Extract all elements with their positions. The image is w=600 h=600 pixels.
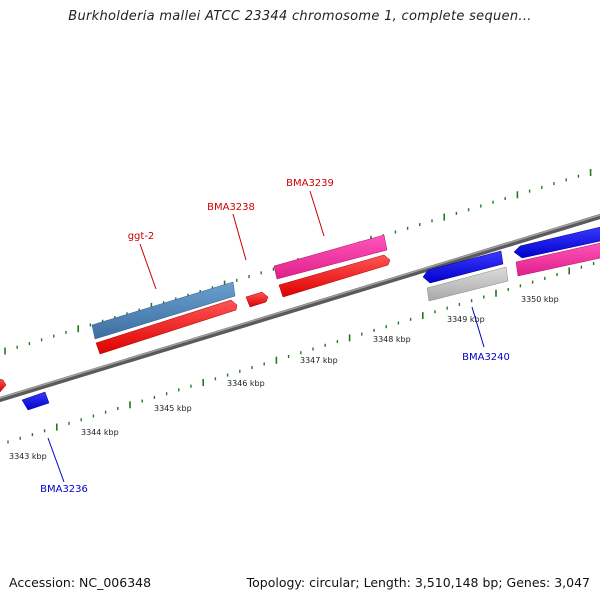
tick-track-lower [7,262,595,444]
tick-label: 3350 kbp [521,295,559,304]
tick-label: 3349 kbp [447,315,485,324]
gene-feature-ggt2-steel[interactable] [91,281,236,340]
gene-label-bma3236: BMA3236 [40,484,88,495]
gene-feature-bma3239-pink[interactable] [273,234,388,280]
reverse-features [21,226,600,411]
gene-feature-ggt2[interactable] [95,299,238,355]
tick-label: 3347 kbp [300,356,338,365]
gene-feature-bma3239[interactable] [278,254,391,298]
tick-label: 3348 kbp [373,335,411,344]
gene-feature-bma3238[interactable] [245,291,269,308]
tick-label: 3346 kbp [227,379,265,388]
gene-feature-bma3236[interactable] [21,391,50,411]
gene-feature-pink-right[interactable] [515,242,600,277]
accession-text: Accession: NC_006348 [9,575,152,590]
gene-feature-gray[interactable] [426,266,509,302]
backbone [0,213,600,403]
gene-label-bma3238: BMA3238 [207,202,255,213]
gene-label-bma3240: BMA3240 [462,352,510,363]
gene-feature-bma3240[interactable] [422,250,504,284]
gene-label-ggt2: ggt-2 [128,231,155,242]
tick-label: 3343 kbp [9,452,47,461]
gene-labels: ggt-2 BMA3238 BMA3239 BMA3236 BMA3240 [40,178,510,495]
gene-feature-left-edge[interactable] [0,378,7,393]
label-leaders [47,190,485,483]
tick-label: 3344 kbp [81,428,119,437]
tick-labels: 3343 kbp 3344 kbp 3345 kbp 3346 kbp 3347… [9,295,559,461]
map-title: Burkholderia mallei ATCC 23344 chromosom… [68,9,532,24]
topology-text: Topology: circular; Length: 3,510,148 bp… [246,575,590,590]
forward-features [0,234,600,393]
gene-feature-blue-right[interactable] [513,226,600,259]
tick-label: 3345 kbp [154,404,192,413]
gene-label-bma3239: BMA3239 [286,178,334,189]
